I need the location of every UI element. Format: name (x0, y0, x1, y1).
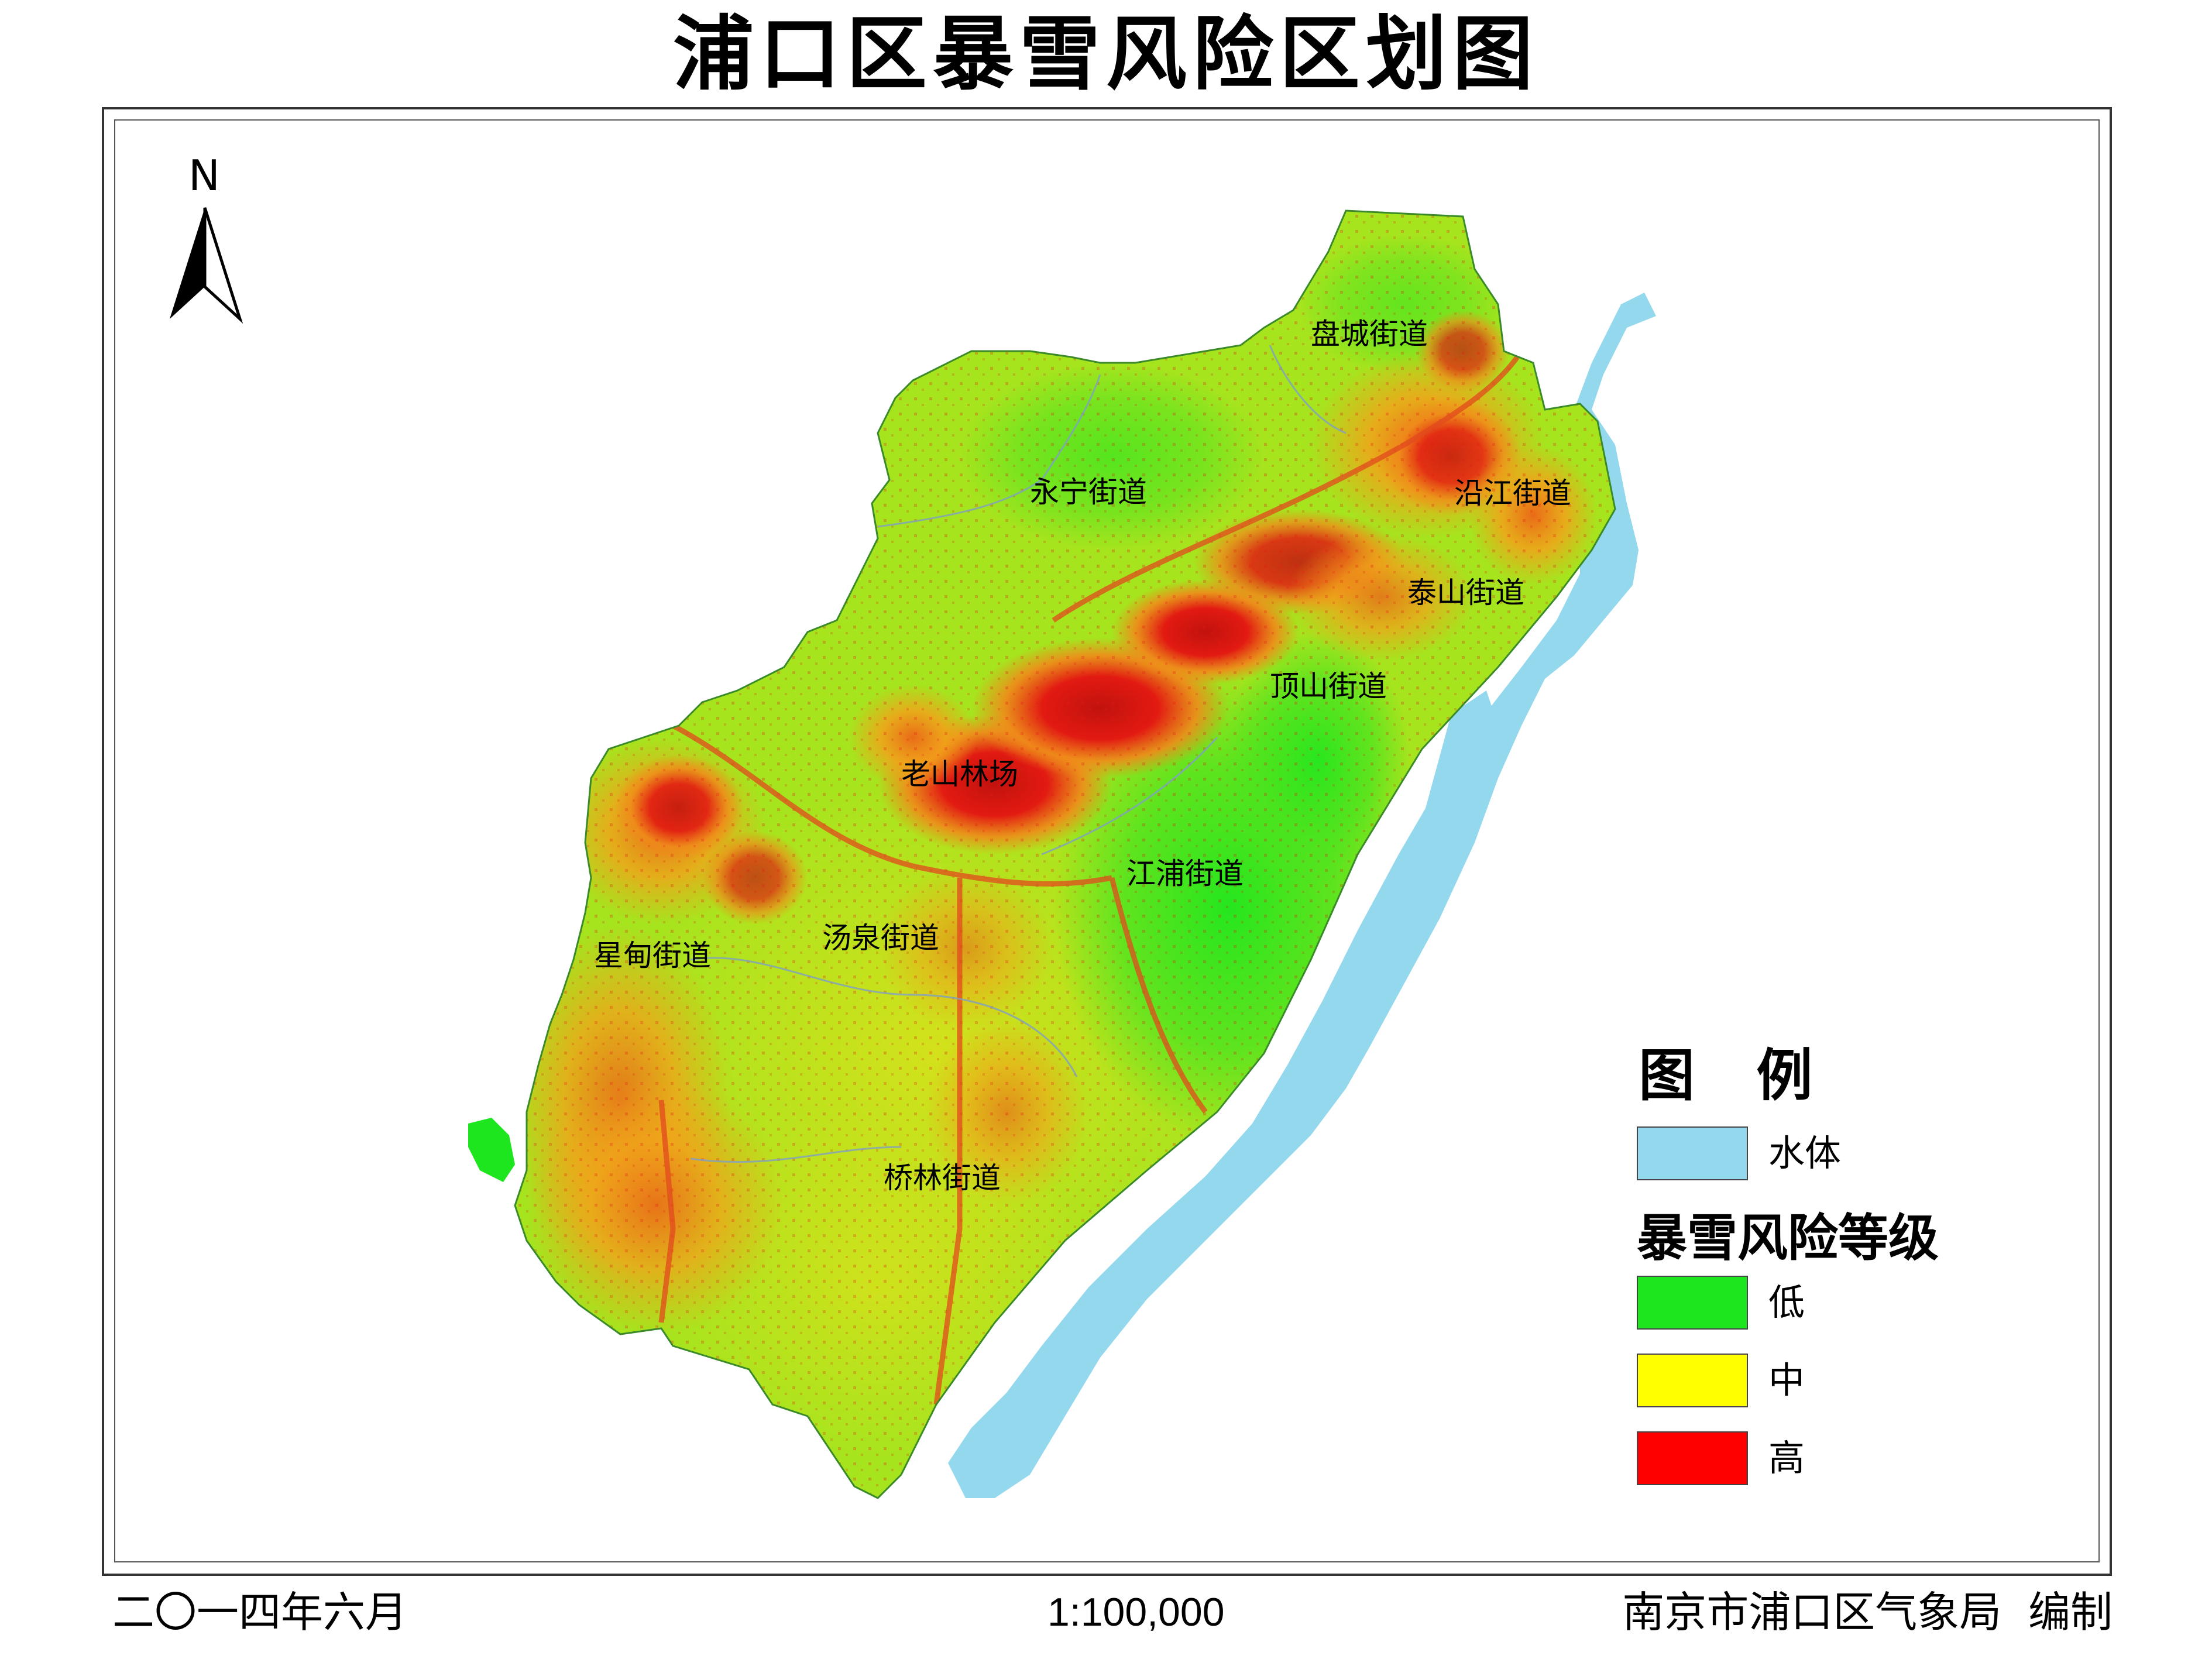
place-label: 老山林场 (901, 757, 1018, 791)
legend-title: 图 例 (1639, 1042, 1834, 1108)
legend-risk-title: 暴雪风险等级 (1637, 1208, 1939, 1268)
map-frame-outer (102, 107, 2112, 1576)
legend-swatch-water (1637, 1126, 1748, 1180)
legend-swatch-mid (1637, 1354, 1748, 1407)
place-label: 永宁街道 (1030, 475, 1147, 509)
place-label: 沿江街道 (1454, 476, 1571, 510)
legend-label-mid: 中 (1768, 1359, 1805, 1402)
place-label: 泰山街道 (1407, 576, 1524, 610)
roads (658, 349, 1524, 1405)
place-label: 顶山街道 (1270, 669, 1387, 703)
footer-date: 二〇一四年六月 (112, 1588, 408, 1637)
legend-swatch-high (1637, 1431, 1748, 1485)
place-label: 星甸街道 (594, 939, 711, 973)
legend-label-low: 低 (1768, 1281, 1805, 1324)
river-channel-west (1346, 691, 1498, 995)
place-label: 江浦街道 (1126, 857, 1244, 891)
map-frame-inner (114, 119, 2100, 1562)
legend-label-water: 水体 (1768, 1132, 1842, 1174)
place-label: 汤泉街道 (822, 921, 939, 955)
place-label: 盘城街道 (1311, 317, 1428, 351)
district-boundaries (690, 345, 1347, 1163)
north-arrow-icon (170, 208, 205, 319)
legend-label-high: 高 (1768, 1437, 1805, 1479)
north-label: N (188, 151, 220, 200)
footer-publisher: 南京市浦口区气象局 编制 (1622, 1588, 2113, 1637)
western-islet (468, 1118, 515, 1182)
north-arrow (170, 207, 243, 324)
legend-swatch-low (1637, 1276, 1748, 1330)
north-arrow-outline (203, 207, 243, 324)
map-title: 浦口区暴雪风险区划图 (672, 7, 1539, 101)
footer-scale: 1:100,000 (1047, 1590, 1225, 1634)
district-outline (514, 209, 1616, 1499)
place-label: 桥林街道 (884, 1161, 1001, 1195)
